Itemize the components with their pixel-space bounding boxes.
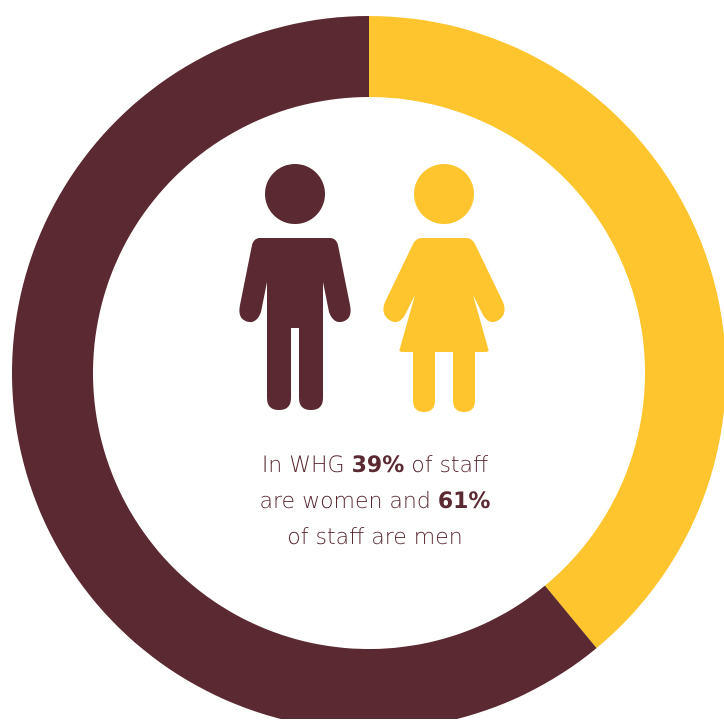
caption-line3: of staff are men bbox=[287, 525, 463, 550]
woman-icon bbox=[383, 164, 505, 412]
caption-line1-prefix: In WHG bbox=[261, 453, 352, 478]
caption: In WHG 39% of staff are women and 61% of… bbox=[190, 448, 560, 556]
men-percentage: 61% bbox=[437, 489, 491, 514]
slices-group bbox=[12, 16, 724, 723]
man-icon bbox=[239, 164, 351, 410]
caption-line2-prefix: are women and bbox=[259, 489, 438, 514]
caption-line1-suffix: of staff bbox=[404, 453, 489, 478]
women-percentage: 39% bbox=[351, 453, 405, 478]
slice-men bbox=[12, 16, 597, 723]
slice-women bbox=[369, 16, 724, 649]
